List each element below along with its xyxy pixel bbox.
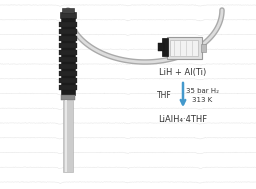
Polygon shape <box>59 43 77 48</box>
Polygon shape <box>61 18 75 95</box>
Polygon shape <box>158 43 164 51</box>
Polygon shape <box>59 22 77 27</box>
Polygon shape <box>162 38 168 56</box>
Polygon shape <box>59 64 77 69</box>
Text: LiH + Al(Ti): LiH + Al(Ti) <box>159 68 207 77</box>
Text: LiAlH₄·4THF: LiAlH₄·4THF <box>158 115 208 124</box>
Text: 35 bar H₂: 35 bar H₂ <box>186 88 219 94</box>
Polygon shape <box>59 50 77 55</box>
Polygon shape <box>59 78 77 83</box>
Text: 313 K: 313 K <box>192 97 212 103</box>
Polygon shape <box>65 100 67 172</box>
Polygon shape <box>63 100 73 172</box>
Text: THF: THF <box>157 91 171 101</box>
Polygon shape <box>61 95 75 100</box>
Polygon shape <box>62 8 74 13</box>
Polygon shape <box>59 57 77 62</box>
Polygon shape <box>59 85 77 90</box>
Polygon shape <box>59 29 77 34</box>
FancyBboxPatch shape <box>170 40 198 56</box>
FancyBboxPatch shape <box>167 37 202 59</box>
Polygon shape <box>60 12 76 18</box>
Polygon shape <box>59 71 77 76</box>
Polygon shape <box>201 44 206 52</box>
Polygon shape <box>59 36 77 41</box>
